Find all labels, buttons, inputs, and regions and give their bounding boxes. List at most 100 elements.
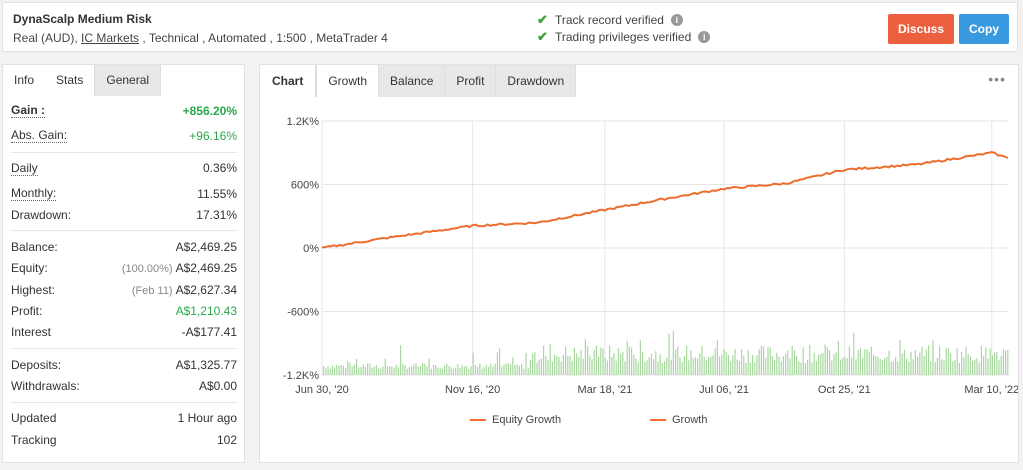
volume-bar [831, 360, 833, 375]
volume-bar [604, 358, 606, 375]
daily-label[interactable]: Daily [11, 160, 38, 176]
volume-bar [609, 345, 611, 375]
volume-bar [679, 357, 681, 375]
volume-bar [787, 350, 789, 375]
legend-equity-growth[interactable]: Equity Growth [470, 414, 561, 426]
tab-drawdown[interactable]: Drawdown [496, 65, 577, 97]
volume-bar [688, 360, 690, 375]
volume-bar [364, 366, 366, 375]
info-icon[interactable]: i [670, 14, 683, 26]
volume-bar [932, 340, 934, 375]
volume-bar [699, 353, 701, 375]
legend-growth[interactable]: Growth [650, 414, 707, 426]
volume-bar [670, 359, 672, 375]
volume-bar [584, 339, 586, 375]
copy-button[interactable]: Copy [959, 14, 1009, 44]
volume-bar [472, 352, 474, 375]
profit-value: A$1,210.43 [175, 304, 237, 319]
volume-bar [589, 355, 591, 375]
volume-bar [554, 354, 556, 375]
balance-label: Balance: [11, 240, 58, 255]
volume-bar [789, 358, 791, 375]
volume-bar [978, 362, 980, 375]
tracking-value: 102 [216, 432, 237, 447]
volume-bar [930, 361, 932, 375]
discuss-button[interactable]: Discuss [888, 14, 954, 44]
tab-general[interactable]: General [95, 65, 162, 96]
volume-bar [804, 362, 806, 375]
volume-bar [998, 359, 1000, 375]
volume-bar [868, 352, 870, 375]
volume-bar [367, 363, 369, 375]
volume-bar [351, 366, 353, 375]
tab-growth[interactable]: Growth [316, 65, 380, 97]
abs-gain-label[interactable]: Abs. Gain: [11, 128, 68, 144]
volume-bar [941, 359, 943, 375]
track-record-verified: ✔ Track record verified i [537, 12, 683, 28]
tab-profit[interactable]: Profit [445, 65, 497, 97]
legend-label: Equity Growth [492, 414, 562, 426]
divider [11, 401, 237, 403]
broker-link[interactable]: IC Markets [81, 31, 140, 45]
volume-bar [760, 345, 762, 375]
abs-gain-value: +96.16% [189, 128, 237, 143]
volume-bar [496, 352, 498, 375]
volume-bar [536, 362, 538, 375]
tab-info[interactable]: Info [3, 65, 46, 96]
tab-stats[interactable]: Stats [45, 65, 96, 96]
volume-bar [950, 353, 952, 375]
volume-bar [721, 354, 723, 375]
volume-bar [378, 367, 380, 375]
volume-bar [972, 360, 974, 375]
volume-bar [807, 359, 809, 375]
volume-bar [672, 330, 674, 375]
volume-bar [824, 344, 826, 375]
volume-bar [917, 356, 919, 375]
volume-bar [987, 358, 989, 375]
volume-bar [776, 352, 778, 375]
volume-bar [798, 361, 800, 375]
volume-bar [994, 352, 996, 375]
gain-label[interactable]: Gain : [11, 103, 46, 119]
daily-value: 0.36% [202, 161, 237, 176]
volume-bar [719, 356, 721, 375]
growth-line [321, 150, 1009, 249]
volume-bar [677, 346, 679, 375]
volume-bar [389, 366, 391, 375]
withdrawals-value: A$0.00 [198, 378, 237, 393]
withdrawals-label: Withdrawals: [11, 378, 80, 393]
volume-bar [754, 362, 756, 375]
check-icon: ✔ [537, 29, 548, 44]
volume-bar [899, 339, 901, 375]
volume-bar [884, 358, 886, 375]
volume-bar [611, 356, 613, 375]
tab-balance[interactable]: Balance [379, 65, 446, 97]
volume-bar [782, 356, 784, 375]
volume-bar [560, 361, 562, 375]
volume-bar [340, 364, 342, 375]
volume-bar [602, 348, 604, 375]
volume-bar [1002, 349, 1004, 375]
volume-bar [633, 354, 635, 375]
volume-bar [474, 365, 476, 375]
info-icon[interactable]: i [698, 31, 711, 43]
volume-bar [963, 357, 965, 375]
chart-menu-icon[interactable]: ••• [988, 71, 1006, 87]
volume-bar [404, 365, 406, 375]
volume-bar [455, 367, 457, 375]
volume-bar [406, 368, 408, 375]
volume-bar [323, 366, 325, 375]
volume-bar [578, 356, 580, 375]
volume-bar [694, 357, 696, 375]
volume-bar [983, 355, 985, 375]
highest-amount: A$2,627.34 [175, 282, 237, 297]
volume-bar [622, 352, 624, 375]
volume-bar [384, 358, 386, 375]
volume-bar [545, 355, 547, 375]
volume-bar [716, 340, 718, 375]
volume-bar [800, 362, 802, 375]
account-type: Real (AUD), [13, 31, 82, 45]
volume-bar [714, 348, 716, 375]
volume-bar [426, 366, 428, 375]
monthly-label[interactable]: Monthly: [11, 186, 57, 202]
